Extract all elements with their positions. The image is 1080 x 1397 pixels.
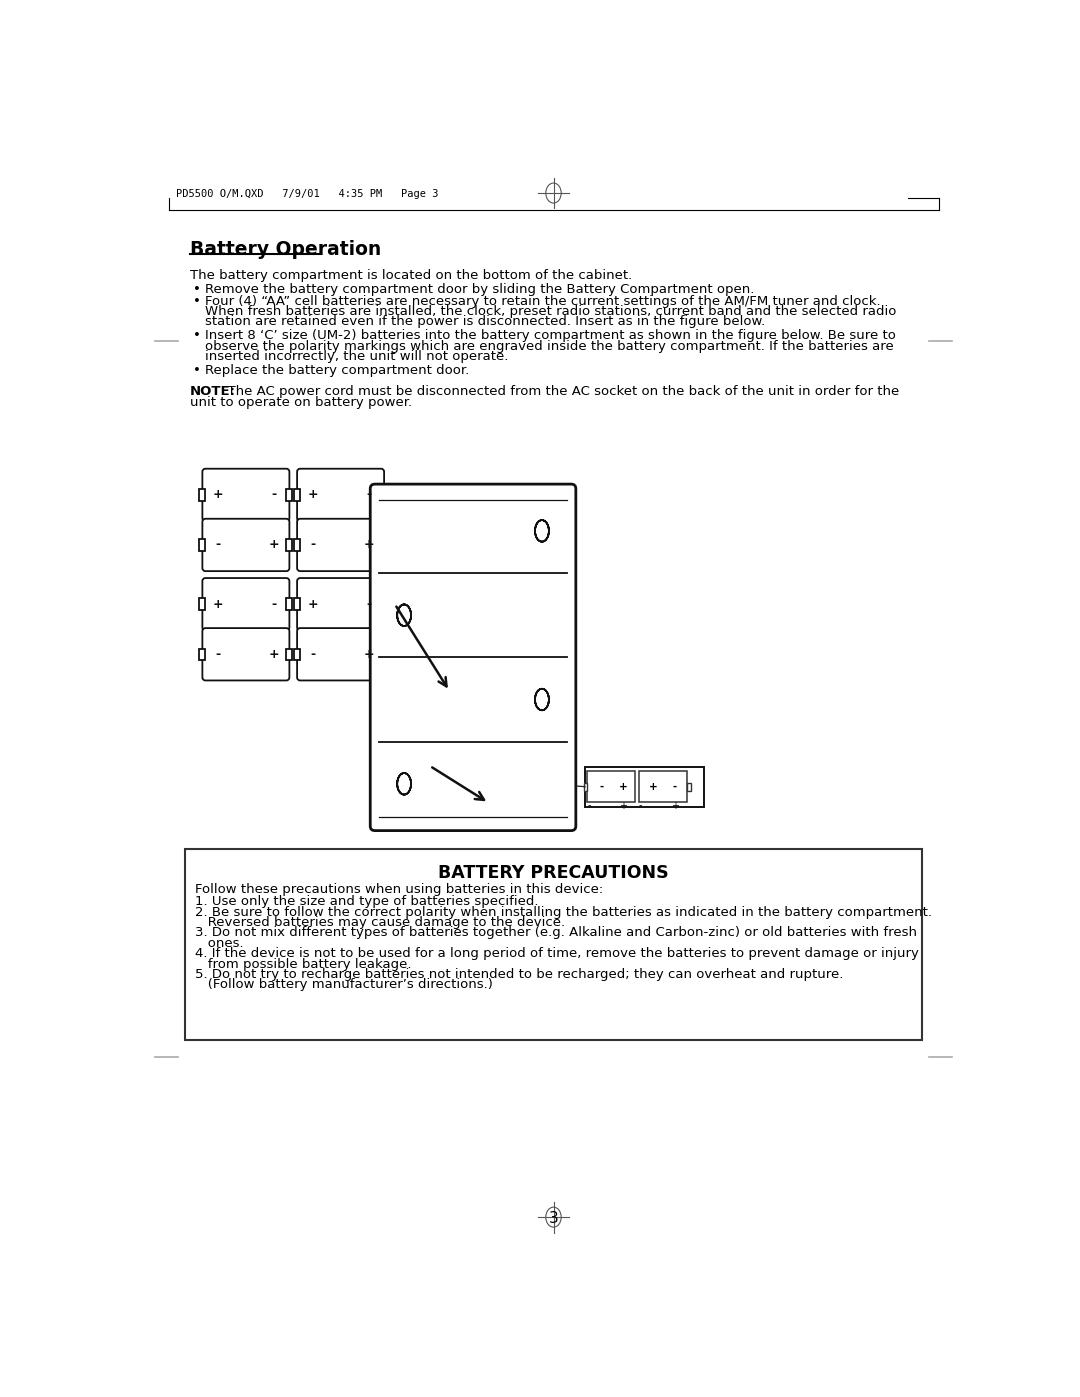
Text: 4. If the device is not to be used for a long period of time, remove the batteri: 4. If the device is not to be used for a… (194, 947, 919, 960)
Text: BATTERY PRECAUTIONS: BATTERY PRECAUTIONS (438, 865, 669, 883)
Text: +: + (269, 648, 280, 661)
Text: 2. Be sure to follow the correct polarity when installing the batteries as indic: 2. Be sure to follow the correct polarit… (194, 905, 932, 919)
Text: 3. Do not mix different types of batteries together (e.g. Alkaline and Carbon-zi: 3. Do not mix different types of batteri… (194, 926, 917, 939)
Text: Insert 8 ‘C’ size (UM-2) batteries into the battery compartment as shown in the : Insert 8 ‘C’ size (UM-2) batteries into … (205, 330, 896, 342)
FancyBboxPatch shape (297, 518, 384, 571)
Text: -: - (271, 489, 276, 502)
Bar (294, 648, 300, 659)
Text: The battery compartment is located on the bottom of the cabinet.: The battery compartment is located on th… (190, 270, 632, 282)
Bar (200, 539, 205, 550)
Text: observe the polarity markings which are engraved inside the battery compartment.: observe the polarity markings which are … (205, 339, 894, 352)
Text: NOTE:: NOTE: (190, 384, 237, 398)
Text: -: - (366, 489, 372, 502)
Text: -: - (588, 800, 591, 810)
Text: -: - (599, 782, 604, 792)
FancyBboxPatch shape (297, 629, 384, 680)
Bar (381, 489, 388, 500)
Text: +: + (213, 489, 224, 502)
FancyBboxPatch shape (370, 485, 576, 831)
Text: +: + (269, 538, 280, 552)
Text: 5. Do not try to recharge batteries not intended to be recharged; they can overh: 5. Do not try to recharge batteries not … (194, 968, 843, 981)
Bar (381, 648, 388, 659)
Text: •: • (193, 365, 201, 377)
Bar (200, 598, 205, 610)
Text: -: - (366, 598, 372, 610)
Text: +: + (363, 648, 374, 661)
Bar (585, 767, 704, 806)
Bar (200, 489, 205, 500)
Text: Four (4) “AA” cell batteries are necessary to retain the current settings of the: Four (4) “AA” cell batteries are necessa… (205, 295, 881, 307)
Text: -: - (215, 538, 220, 552)
Text: +: + (671, 800, 678, 810)
Bar (381, 598, 388, 610)
Text: from possible battery leakage.: from possible battery leakage. (194, 958, 411, 971)
Text: Replace the battery compartment door.: Replace the battery compartment door. (205, 365, 470, 377)
Bar (286, 648, 293, 659)
Bar (294, 489, 300, 500)
Text: -: - (638, 800, 643, 810)
Text: PD5500 O/M.QXD   7/9/01   4:35 PM   Page 3: PD5500 O/M.QXD 7/9/01 4:35 PM Page 3 (176, 189, 438, 200)
Text: -: - (310, 648, 315, 661)
Text: +: + (649, 782, 658, 792)
Text: +: + (619, 800, 627, 810)
FancyBboxPatch shape (202, 629, 289, 680)
Bar (286, 598, 293, 610)
Text: •: • (193, 330, 201, 342)
Text: 3: 3 (549, 1211, 558, 1227)
Text: -: - (215, 648, 220, 661)
Text: (Follow battery manufacturer’s directions.): (Follow battery manufacturer’s direction… (194, 978, 492, 992)
Bar (639, 771, 687, 802)
Bar (294, 539, 300, 550)
Text: -: - (673, 782, 677, 792)
FancyBboxPatch shape (297, 469, 384, 521)
Text: inserted incorrectly, the unit will not operate.: inserted incorrectly, the unit will not … (205, 351, 509, 363)
Text: •: • (193, 295, 201, 307)
Text: unit to operate on battery power.: unit to operate on battery power. (190, 395, 413, 409)
Bar (687, 782, 690, 791)
Bar (583, 782, 588, 791)
Bar (286, 489, 293, 500)
Text: +: + (307, 489, 318, 502)
Text: The AC power cord must be disconnected from the AC socket on the back of the uni: The AC power cord must be disconnected f… (219, 384, 900, 398)
Text: When fresh batteries are installed, the clock, preset radio stations, current ba: When fresh batteries are installed, the … (205, 305, 896, 319)
Text: station are retained even if the power is disconnected. Insert as in the figure : station are retained even if the power i… (205, 316, 766, 328)
Text: Battery Operation: Battery Operation (190, 240, 381, 258)
Bar (294, 598, 300, 610)
Bar (200, 648, 205, 659)
Bar (186, 849, 921, 1039)
Text: -: - (271, 598, 276, 610)
Text: +: + (619, 782, 627, 792)
Text: 1. Use only the size and type of batteries specified.: 1. Use only the size and type of batteri… (194, 895, 538, 908)
FancyBboxPatch shape (202, 469, 289, 521)
Text: Follow these precautions when using batteries in this device:: Follow these precautions when using batt… (194, 883, 603, 895)
Bar (286, 539, 293, 550)
Text: ones.: ones. (194, 937, 243, 950)
Text: Remove the battery compartment door by sliding the Battery Compartment open.: Remove the battery compartment door by s… (205, 284, 755, 296)
Text: +: + (363, 538, 374, 552)
Bar (588, 771, 635, 802)
FancyBboxPatch shape (297, 578, 384, 630)
Text: -: - (310, 538, 315, 552)
FancyBboxPatch shape (202, 578, 289, 630)
FancyBboxPatch shape (202, 518, 289, 571)
Bar (381, 539, 388, 550)
Text: •: • (193, 284, 201, 296)
Text: +: + (307, 598, 318, 610)
Text: +: + (213, 598, 224, 610)
Text: Reversed batteries may cause damage to the device.: Reversed batteries may cause damage to t… (194, 916, 565, 929)
